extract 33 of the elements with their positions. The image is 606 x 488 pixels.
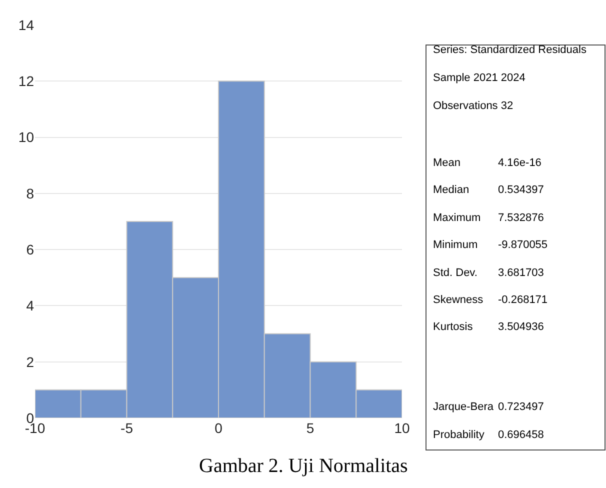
x-tick-label: 5: [306, 420, 314, 436]
x-tick-label: -5: [120, 420, 134, 436]
text: Probability: [433, 429, 485, 441]
text: 0.534397: [498, 184, 544, 196]
y-tick-label: 2: [26, 354, 34, 370]
text: Minimum: [433, 239, 478, 251]
x-tick-label: 0: [214, 420, 223, 436]
text: 4.16e-16: [498, 157, 542, 169]
text: Maximum: [433, 212, 481, 224]
text: Mean: [433, 157, 461, 169]
text: Std. Dev.: [433, 267, 478, 279]
x-tick-label: 10: [394, 420, 410, 436]
y-tick-label: 6: [26, 241, 34, 258]
text: Skewness: [433, 294, 484, 306]
text: Median: [433, 184, 470, 196]
text: 0.696458: [498, 429, 544, 441]
text: -9.870055: [498, 239, 548, 251]
y-tick-label: 8: [26, 185, 34, 202]
text: -0.268171: [498, 294, 548, 306]
text: Series: Standardized Residuals: [433, 44, 587, 56]
text: Sample 2021 2024: [433, 72, 526, 84]
text: 0.723497: [498, 401, 544, 413]
text: 7.532876: [498, 212, 544, 224]
text: Jarque-Bera: [433, 401, 494, 413]
text: Observations 32: [433, 100, 514, 112]
text: Kurtosis: [433, 321, 474, 333]
text: 3.504936: [498, 321, 544, 333]
y-tick-label: 14: [18, 16, 34, 33]
text: Gambar 2. Uji Normalitas: [199, 455, 408, 477]
y-tick-label: 10: [18, 129, 34, 146]
y-tick-label: 12: [18, 73, 34, 90]
text: 3.681703: [498, 267, 544, 279]
y-tick-label: 4: [26, 298, 34, 314]
